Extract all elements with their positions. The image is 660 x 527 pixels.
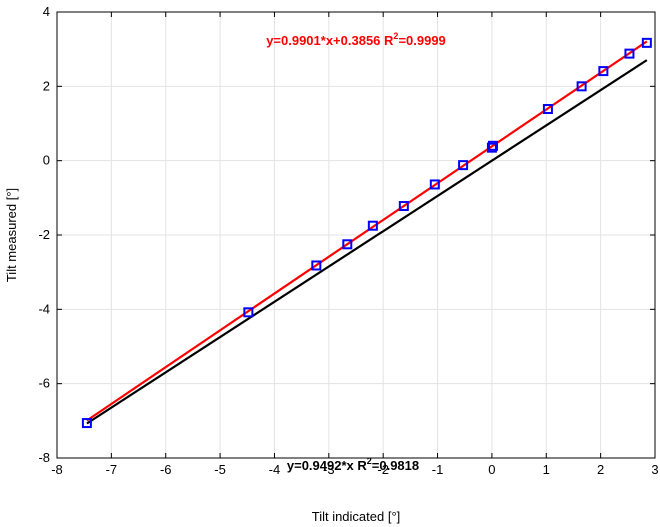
- fit-equation-red: y=0.9901*x+0.3856 R2=0.9999: [266, 31, 446, 48]
- data-point: [81, 418, 92, 429]
- x-tick-label: -8: [51, 462, 63, 477]
- x-tick-label: -7: [106, 462, 118, 477]
- data-point: [367, 220, 378, 231]
- y-tick-label: 2: [43, 78, 50, 93]
- data-point: [429, 179, 440, 190]
- data-point: [342, 239, 353, 250]
- x-tick-label: -6: [160, 462, 172, 477]
- x-tick-label: -4: [269, 462, 281, 477]
- data-point: [311, 260, 322, 271]
- x-tick-label: 2: [597, 462, 604, 477]
- fit-line-0: [86, 40, 648, 422]
- y-tick-label: 0: [43, 153, 50, 168]
- data-point: [486, 142, 497, 153]
- data-point: [487, 140, 498, 151]
- y-tick-label: -8: [38, 450, 50, 465]
- data-point: [598, 66, 609, 77]
- data-point: [458, 160, 469, 171]
- x-tick-label: 0: [488, 462, 495, 477]
- data-point: [398, 201, 409, 212]
- data-point: [243, 307, 254, 318]
- fit-line-1: [86, 59, 648, 425]
- data-point: [576, 81, 587, 92]
- x-tick-label: 3: [651, 462, 658, 477]
- y-tick-label: -4: [38, 301, 50, 316]
- x-axis-ticks: -8 -7 -6 -5 -4 -3 -2 -1 0 1 2 3: [51, 12, 659, 477]
- data-point: [641, 37, 652, 48]
- x-tick-label: 1: [543, 462, 550, 477]
- y-axis-ticks: -8 -6 -4 -2 0 2 4: [38, 4, 655, 465]
- y-axis-label: Tilt measured [°]: [4, 188, 19, 282]
- x-axis-label: Tilt indicated [°]: [312, 509, 401, 524]
- x-tick-label: -2: [377, 462, 389, 477]
- x-tick-label: -1: [432, 462, 444, 477]
- y-tick-label: 4: [43, 4, 50, 19]
- data-point: [624, 48, 635, 59]
- x-tick-label: -5: [214, 462, 226, 477]
- data-markers: [81, 37, 652, 429]
- x-tick-label: -3: [323, 462, 335, 477]
- fit-equation-black: y=0.9492*x R2=0.9818: [287, 456, 419, 473]
- y-tick-label: -6: [38, 376, 50, 391]
- data-point: [542, 104, 553, 115]
- fit-lines: [86, 40, 648, 425]
- y-tick-label: -2: [38, 227, 50, 242]
